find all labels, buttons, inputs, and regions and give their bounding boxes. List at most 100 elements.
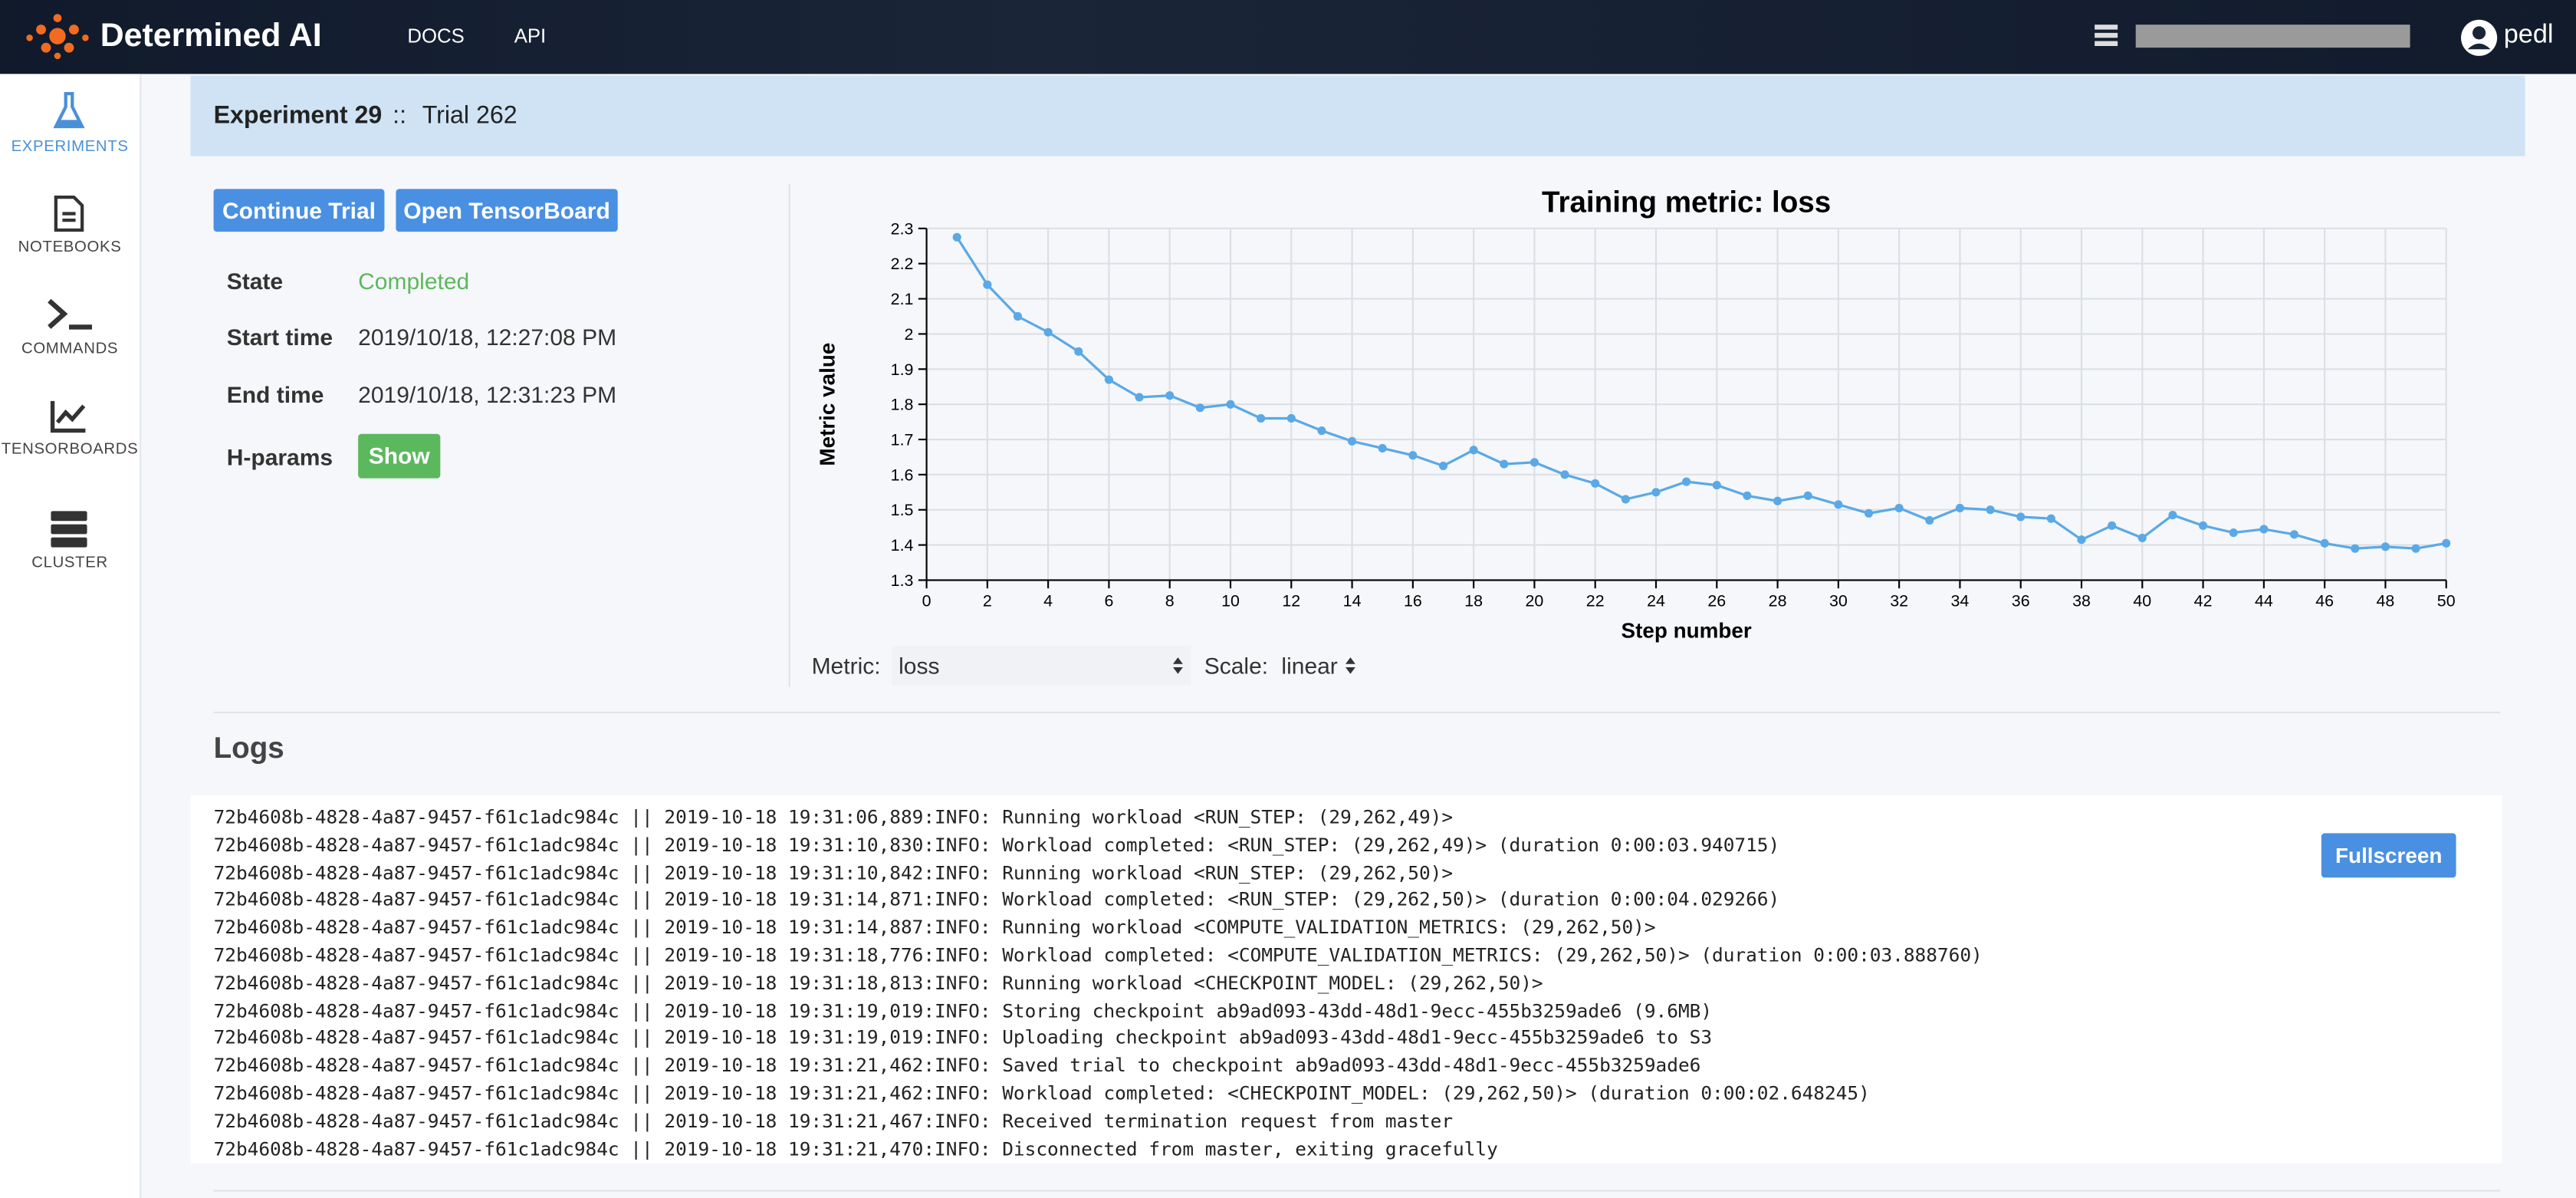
metric-label: Metric: — [811, 652, 881, 679]
x-tick-label: 28 — [1769, 592, 1787, 611]
point — [1803, 491, 1812, 500]
x-tick-label: 40 — [2133, 592, 2151, 611]
point — [1135, 393, 1144, 402]
scale-select[interactable]: linear — [1275, 646, 1364, 685]
point — [1621, 495, 1630, 504]
notebooks-icon[interactable] — [53, 194, 86, 233]
point — [2289, 530, 2299, 539]
info-label: H-params — [226, 443, 334, 470]
y-tick-label: 1.6 — [891, 466, 914, 484]
y-axis-label: Metric value — [816, 343, 840, 466]
open-tensorboard-button[interactable]: Open TensorBoard — [396, 189, 618, 232]
x-tick-label: 12 — [1282, 592, 1300, 611]
y-tick-label: 1.5 — [891, 501, 914, 519]
tensorboards-icon[interactable] — [49, 398, 88, 434]
scale-value: linear — [1281, 652, 1338, 679]
breadcrumb-bar: Experiment 29 :: Trial 262 — [190, 75, 2525, 156]
brand: Determined AI — [100, 18, 322, 54]
log-panel: Fullscreen 72b4608b-4828-4a87-9457-f61c1… — [190, 795, 2502, 1164]
select-arrows — [1346, 657, 1355, 674]
point — [1348, 436, 1357, 446]
api-link[interactable]: API — [514, 25, 547, 48]
point — [2351, 544, 2360, 553]
info-label: State — [226, 268, 284, 295]
point — [2046, 514, 2055, 523]
menu-icon[interactable] — [2093, 23, 2119, 49]
point — [1682, 477, 1691, 486]
x-tick-label: 50 — [2437, 592, 2456, 611]
x-tick-label: 22 — [1586, 592, 1605, 611]
log-line: 72b4608b-4828-4a87-9457-f61c1adc984c || … — [213, 970, 1543, 994]
log-line: 72b4608b-4828-4a87-9457-f61c1adc984c || … — [213, 887, 1780, 911]
point — [2137, 533, 2147, 542]
info-label: End time — [226, 381, 324, 408]
user-icon[interactable] — [2459, 18, 2499, 58]
log-line: 72b4608b-4828-4a87-9457-f61c1adc984c || … — [213, 860, 1454, 884]
point — [952, 232, 961, 242]
point — [1165, 391, 1175, 400]
docs-link[interactable]: DOCS — [407, 25, 465, 48]
log-line: 72b4608b-4828-4a87-9457-f61c1adc984c || … — [213, 1108, 1454, 1132]
trial-name: Trial 262 — [422, 101, 518, 130]
show-hparams-button[interactable]: Show — [358, 433, 441, 479]
point — [1925, 515, 1934, 525]
top-bar: Determined AI DOCS API pedl — [0, 0, 2576, 74]
point — [2077, 535, 2086, 545]
x-tick-label: 44 — [2255, 592, 2273, 611]
user-name[interactable]: pedl — [2503, 21, 2554, 50]
point — [1286, 413, 1296, 423]
fullscreen-button[interactable]: Fullscreen — [2321, 833, 2456, 878]
x-axis-label: Step number — [1622, 618, 1752, 642]
point — [2259, 525, 2269, 534]
x-tick-label: 2 — [983, 592, 992, 611]
point — [1013, 311, 1023, 321]
info-value: 2019/10/18, 12:31:23 PM — [358, 381, 617, 408]
experiments-icon[interactable] — [49, 91, 88, 133]
y-tick-label: 1.9 — [891, 360, 914, 379]
x-tick-label: 26 — [1707, 592, 1726, 611]
nav-item[interactable]: NOTEBOOKS — [18, 238, 122, 257]
nav-item[interactable]: EXPERIMENTS — [11, 138, 129, 156]
point — [1651, 488, 1661, 497]
separator-line — [213, 1190, 2501, 1192]
point — [1043, 327, 1053, 337]
point — [2320, 538, 2329, 548]
point — [1104, 375, 1113, 384]
point — [2411, 544, 2420, 553]
x-tick-label: 0 — [922, 592, 932, 611]
x-tick-label: 8 — [1165, 592, 1175, 611]
logs-title: Logs — [213, 731, 284, 765]
point — [1074, 347, 1083, 356]
point — [1773, 496, 1783, 505]
x-tick-label: 18 — [1464, 592, 1483, 611]
nav-item[interactable]: CLUSTER — [31, 554, 108, 572]
log-line: 72b4608b-4828-4a87-9457-f61c1adc984c || … — [213, 1053, 1701, 1077]
separator: :: — [393, 101, 407, 130]
metric-value: loss — [899, 652, 940, 679]
point — [983, 280, 992, 289]
state-value: Completed — [358, 268, 470, 295]
info-label: Start time — [226, 324, 334, 351]
x-tick-label: 14 — [1343, 592, 1362, 611]
x-tick-label: 48 — [2377, 592, 2395, 611]
nav-item[interactable]: COMMANDS — [21, 340, 119, 359]
cluster-icon[interactable] — [49, 509, 88, 548]
x-tick-label: 30 — [1829, 592, 1848, 611]
commands-icon[interactable] — [46, 296, 95, 332]
x-tick-label: 34 — [1951, 592, 1970, 611]
nav-item[interactable]: TENSORBOARDS — [1, 440, 139, 459]
metric-select[interactable]: loss — [892, 646, 1191, 686]
point — [2199, 521, 2208, 530]
continue-trial-button[interactable]: Continue Trial — [213, 189, 385, 232]
y-tick-label: 2 — [905, 325, 914, 344]
log-line: 72b4608b-4828-4a87-9457-f61c1adc984c || … — [213, 915, 1656, 939]
point — [1864, 508, 1874, 518]
point — [1986, 505, 1995, 515]
x-tick-label: 38 — [2072, 592, 2091, 611]
point — [2442, 538, 2451, 548]
x-tick-label: 16 — [1404, 592, 1422, 611]
x-tick-label: 46 — [2315, 592, 2334, 611]
experiment-link[interactable]: Experiment 29 — [213, 101, 383, 130]
